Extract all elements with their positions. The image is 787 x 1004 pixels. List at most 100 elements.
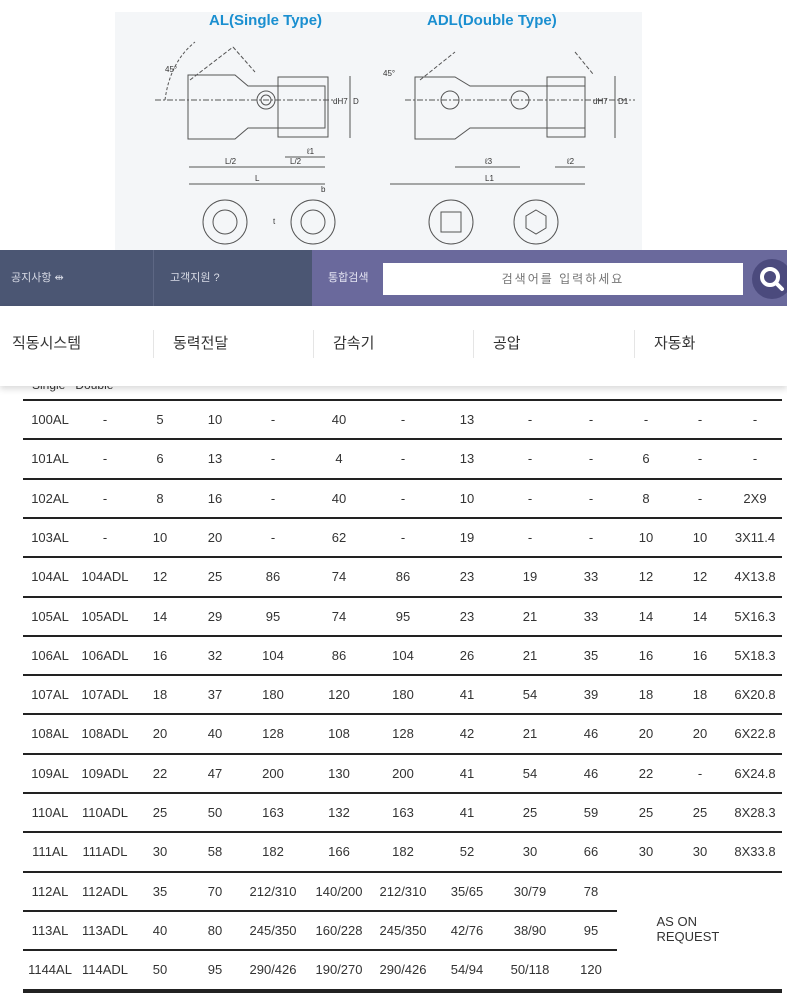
table-row: 111AL 111ADL 30 58 182 166 182 52 30 66 30 30 8X33.8: [23, 832, 782, 871]
table-cell: 29: [207, 608, 223, 624]
svg-text:ℓ2: ℓ2: [566, 157, 575, 166]
table-cell: 200: [392, 765, 414, 781]
table-bottom-border: [23, 988, 782, 993]
row-divider: [23, 713, 782, 716]
table-cell: 108: [328, 726, 350, 742]
menu-item-power-transmission[interactable]: 동력전달: [173, 335, 229, 352]
row-divider: [23, 438, 782, 441]
menu-item-pneumatic[interactable]: 공압: [493, 335, 521, 352]
table-cell: 18: [638, 687, 654, 703]
svg-text:45°: 45°: [383, 69, 395, 78]
row-divider: [23, 634, 782, 637]
menu-item-reducer[interactable]: 감속기: [333, 335, 375, 352]
table-cell: 1144AL: [28, 962, 72, 978]
row-divider: [23, 595, 782, 598]
table-cell: 33: [583, 608, 599, 624]
table-row: 1144AL 114ADL 50 95 290/426 190/270 290/426 54/…: [23, 950, 782, 989]
table-row: 112AL 112ADL 35 70 212/310 140/200 212/310 35/6…: [23, 872, 782, 911]
table-cell: 128: [262, 726, 284, 742]
table-cell: 20: [152, 726, 168, 742]
table-row: 100AL - 5 10 - 40 - 13 - - - - -: [23, 400, 782, 439]
table-cell: 2X9: [743, 490, 767, 506]
table-cell: 8: [156, 490, 164, 506]
table-cell: 290/426: [249, 962, 297, 978]
table-cell: -: [102, 529, 108, 545]
table-cell: 16: [692, 647, 708, 663]
table-cell: 41: [459, 805, 475, 820]
table-cell: 163: [392, 805, 414, 820]
table-cell: 6X20.8: [734, 687, 776, 703]
table-cell: 20: [638, 726, 654, 742]
table-cell: 109ADL: [81, 765, 129, 781]
table-cell: 74: [331, 608, 347, 624]
notice-link[interactable]: 공지사항 ⇹: [11, 272, 64, 284]
svg-text:b: b: [321, 185, 326, 194]
table-cell: 110AL: [31, 805, 69, 820]
table-cell: -: [270, 412, 276, 427]
menu-item-automation[interactable]: 자동화: [654, 335, 696, 352]
divider: [153, 330, 154, 358]
table-cell: 106AL: [31, 647, 69, 663]
table-cell: 30/79: [513, 883, 547, 899]
table-cell: 180: [262, 687, 284, 703]
table-cell: 140/200: [315, 883, 363, 899]
table-cell: 111AL: [32, 844, 68, 860]
table-cell: -: [527, 412, 533, 427]
table-cell: 16: [207, 490, 223, 506]
table-cell: 95: [583, 922, 599, 938]
search-input[interactable]: [383, 263, 743, 295]
table-cell: 41: [459, 765, 475, 781]
table-row: 106AL 106ADL 16 32 104 86 104 26 21 35 16 16 5X18.3: [23, 636, 782, 675]
table-cell: 10: [207, 412, 223, 427]
table-row: 110AL 110ADL 25 50 163 132 163 41 25 59 25 25 8X28.3: [23, 793, 782, 832]
table-cell: 100AL: [31, 412, 69, 427]
svg-text:L1: L1: [485, 174, 494, 183]
svg-text:ℓ1: ℓ1: [306, 147, 315, 156]
table-cell: 54: [522, 687, 538, 703]
search-button[interactable]: [752, 259, 787, 299]
table-cell: 5X16.3: [734, 608, 776, 624]
table-cell: 62: [331, 529, 347, 545]
table-cell: 104AL: [31, 569, 69, 585]
table-cell: 26: [459, 647, 475, 663]
table-cell: -: [752, 451, 758, 467]
table-cell: 18: [152, 687, 168, 703]
table-cell: 104: [392, 647, 414, 663]
svg-text:L/2: L/2: [290, 157, 302, 166]
table-cell: 30: [522, 844, 538, 860]
table-cell: 14: [152, 608, 168, 624]
table-cell: 5: [156, 412, 164, 427]
table-cell: 78: [583, 883, 599, 899]
row-divider: [23, 792, 782, 794]
table-row: 102AL - 8 16 - 40 - 10 - - 8 - 2X9: [23, 479, 782, 518]
table-cell: 21: [522, 608, 538, 624]
menu-item-linear-system[interactable]: 직동시스템: [12, 335, 82, 352]
table-cell: -: [697, 451, 703, 467]
support-link[interactable]: 고객지원 ?: [170, 272, 220, 284]
table-cell: -: [102, 451, 108, 467]
table-cell: 95: [207, 962, 223, 978]
double-type-title: ADL(Double Type): [427, 12, 557, 29]
table-cell: 13: [459, 451, 475, 467]
table-cell: 110ADL: [81, 805, 129, 820]
nav-left-section: 공지사항 ⇹ 고객지원 ?: [0, 250, 312, 306]
table-cell: 114ADL: [81, 962, 129, 978]
table-cell: 23: [459, 608, 475, 624]
table-row: 108AL 108ADL 20 40 128 108 128 42 21 46 20 20 6X22.8: [23, 714, 782, 753]
svg-text:dH7: dH7: [333, 97, 348, 106]
angle-label: 45°: [165, 65, 177, 74]
table-cell: 105ADL: [81, 608, 129, 624]
single-type-title: AL(Single Type): [209, 12, 323, 29]
table-cell: 109AL: [31, 765, 69, 781]
table-cell: 128: [392, 726, 414, 742]
table-cell: 8X28.3: [734, 805, 776, 820]
svg-text:D1: D1: [618, 97, 629, 106]
table-cell: -: [102, 490, 108, 506]
table-cell: -: [400, 490, 406, 506]
table-cell: 112ADL: [81, 883, 129, 899]
row-divider: [23, 949, 617, 952]
table-cell: 6: [156, 451, 164, 467]
table-cell: 108ADL: [81, 726, 129, 742]
row-divider: [23, 831, 782, 834]
table-cell: 59: [583, 805, 599, 820]
